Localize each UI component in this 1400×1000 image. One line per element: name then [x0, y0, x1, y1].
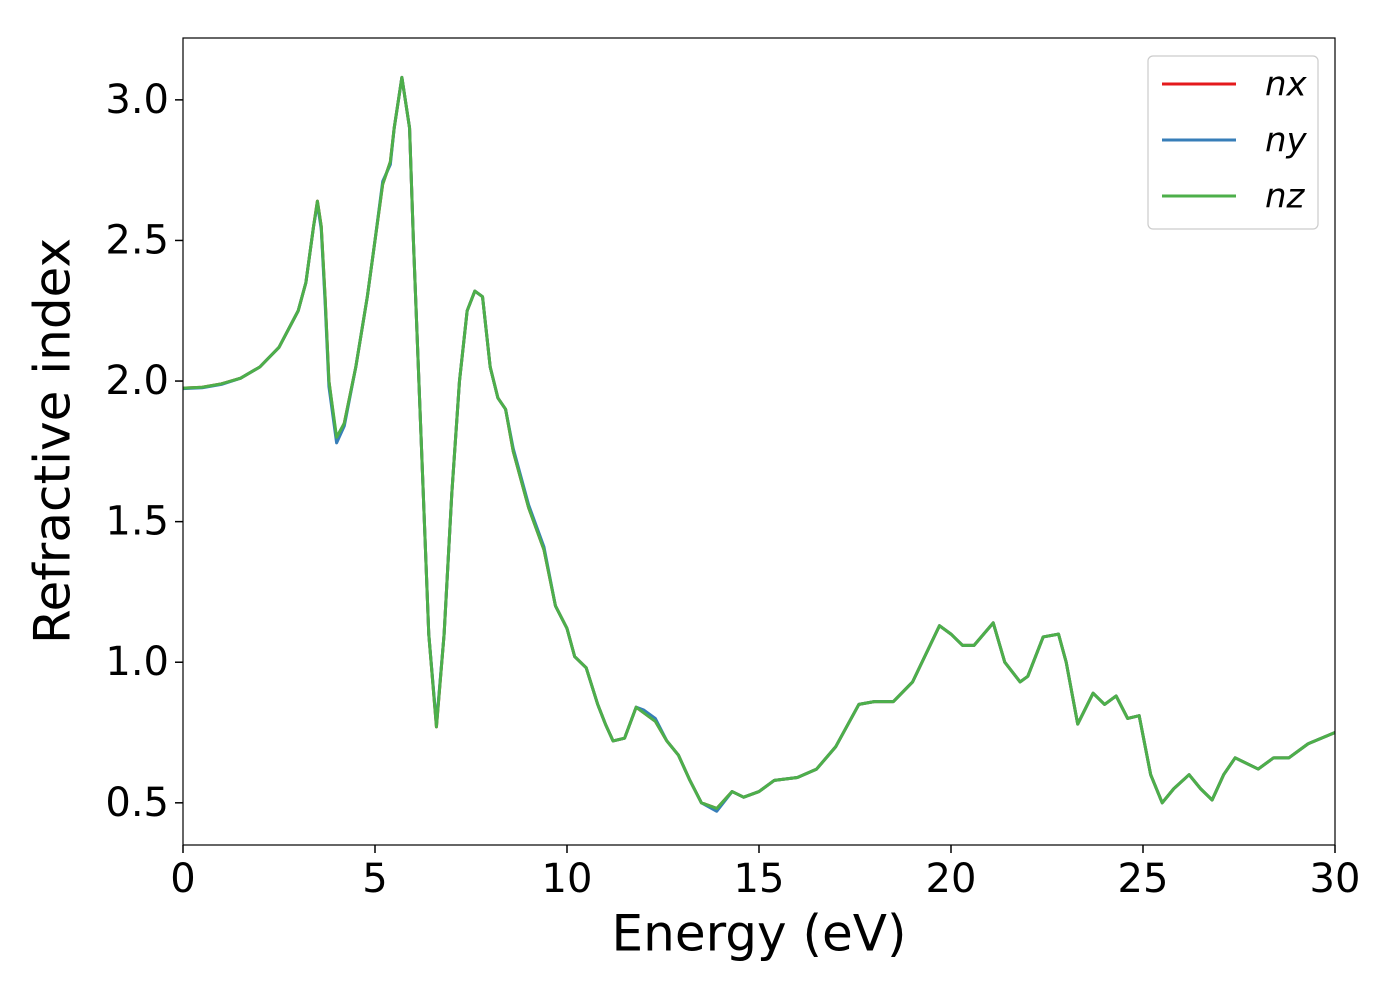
x-axis-label: Energy (eV)	[612, 905, 907, 963]
y-tick-label: 3.0	[105, 77, 169, 123]
y-tick-label: 2.0	[105, 358, 169, 404]
y-tick-label: 1.5	[105, 499, 169, 545]
legend-label: ny	[1265, 121, 1308, 161]
y-axis-label: Refractive index	[24, 238, 82, 644]
data-line	[183, 75, 1335, 810]
legend-label: nz	[1265, 177, 1306, 217]
legend-label: nx	[1265, 65, 1308, 105]
x-tick-label: 0	[170, 856, 195, 902]
x-tick-label: 20	[926, 856, 977, 902]
plot-frame	[182, 37, 1336, 846]
x-tick-label: 25	[1118, 856, 1169, 902]
legend-box	[1147, 55, 1319, 230]
x-tick-label: 15	[734, 856, 785, 902]
y-tick-label: 1.0	[105, 639, 169, 685]
y-tick-label: 2.5	[105, 217, 169, 263]
x-tick-label: 5	[362, 856, 387, 902]
x-tick-label: 10	[542, 856, 593, 902]
y-tick-label: 0.5	[105, 780, 169, 826]
x-tick-label: 30	[1310, 856, 1361, 902]
